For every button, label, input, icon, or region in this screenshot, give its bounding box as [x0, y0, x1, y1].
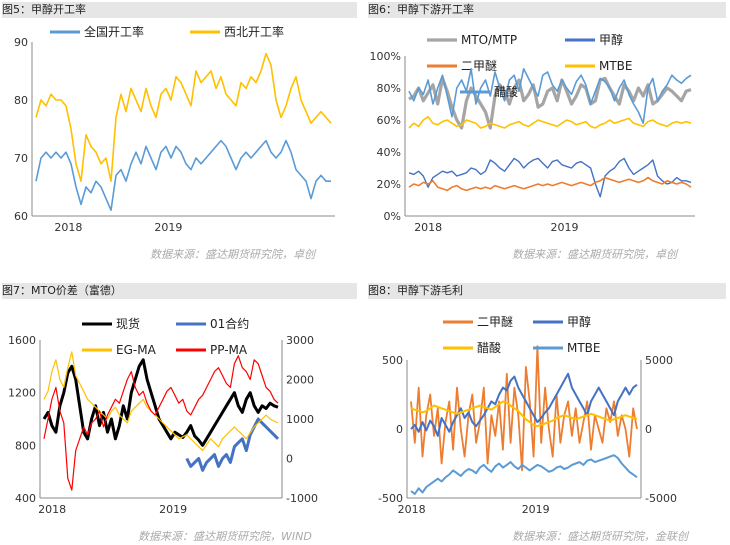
y2-tick-label: 0 [645, 423, 652, 436]
legend-label: 醋酸 [477, 340, 501, 355]
y-tick-label: 1600 [8, 334, 36, 347]
legend-label: 01合约 [210, 316, 249, 331]
series-line [410, 345, 638, 472]
x-tick-label: 2018 [414, 221, 442, 234]
series-line [43, 351, 279, 452]
caption-chart8: 图8：甲醇下游毛利 [368, 283, 726, 299]
legend-label: 全国开工率 [84, 24, 144, 39]
caption-chart7: 图7：MTO价差（富德） [2, 283, 357, 299]
y-tick-label: 400 [15, 492, 36, 505]
legend-label: 西北开工率 [224, 24, 284, 39]
y-tick-label: 100% [370, 50, 401, 63]
legend-label: 二甲醚 [477, 315, 513, 329]
series-line [35, 52, 332, 182]
y2-tick-label: -1000 [286, 492, 318, 505]
chart-plant-operating-rate: 60 70 80 90 2018 2019 全国开工率 西北开工率 [14, 24, 335, 234]
source-note-chart7: 数据来源：盛达期货研究院，WIND [138, 530, 312, 543]
y-tick-label: -500 [378, 492, 403, 505]
legend-label: 二甲醚 [461, 59, 497, 73]
series-line [408, 116, 692, 129]
series-line [408, 157, 692, 198]
legend-label: MTBE [599, 59, 633, 73]
y-tick-label: 1200 [8, 387, 36, 400]
legend-label: MTBE [567, 341, 601, 355]
series-line [410, 372, 638, 437]
source-note-chart6: 数据来源：盛达期货研究院，卓创 [512, 248, 677, 261]
y-tick-label: 20% [377, 178, 401, 191]
legend-label: 甲醇 [567, 314, 591, 329]
y-tick-label: 0% [384, 210, 401, 223]
legend-label: 醋酸 [494, 84, 518, 99]
y-tick-label: 40% [377, 146, 401, 159]
x-tick-label: 2018 [54, 221, 82, 234]
y-tick-label: 800 [15, 439, 36, 452]
legend-label: 甲醇 [599, 32, 623, 47]
y-tick-label: 90 [14, 36, 28, 49]
y-tick-label: 500 [382, 354, 403, 367]
y2-tick-label: 0 [286, 453, 293, 466]
series-line [408, 176, 692, 192]
y-tick-label: 0 [396, 423, 403, 436]
series-line [410, 400, 638, 428]
series-line [43, 355, 279, 491]
series-line [408, 68, 692, 124]
series-line [408, 76, 692, 130]
caption-chart6: 图6：甲醇下游开工率 [368, 2, 726, 18]
legend-label: EG-MA [116, 343, 157, 357]
source-note-chart5: 数据来源：盛达期货研究院，卓创 [150, 248, 315, 261]
x-tick-label: 2019 [522, 503, 550, 516]
y-tick-label: 80% [377, 82, 401, 95]
source-note-chart8: 数据来源：盛达期货研究院，金联创 [512, 530, 688, 543]
x-tick-label: 2019 [154, 221, 182, 234]
x-tick-label: 2018 [398, 503, 426, 516]
legend-label: MTO/MTP [461, 33, 517, 47]
y-tick-label: 60 [14, 210, 28, 223]
x-tick-label: 2019 [159, 503, 187, 516]
series-line [185, 417, 280, 472]
x-tick-label: 2018 [38, 503, 66, 516]
x-tick-label: 2019 [551, 221, 579, 234]
series-line [410, 454, 638, 495]
y-tick-label: 60% [377, 114, 401, 127]
legend-label: PP-MA [210, 343, 248, 357]
y2-tick-label: -5000 [645, 492, 677, 505]
legend-label: 现货 [116, 316, 140, 331]
y-tick-label: 80 [14, 94, 28, 107]
y-tick-label: 70 [14, 152, 28, 165]
caption-chart5: 图5：甲醇开工率 [2, 2, 357, 18]
series-line [35, 139, 331, 211]
y2-tick-label: 3000 [286, 334, 314, 347]
y2-tick-label: 5000 [645, 354, 673, 367]
y2-tick-label: 1000 [286, 413, 314, 426]
chart-mto-spread: 400 800 1200 1600 -1000 0 1000 2000 3000 2018 2019… [8, 316, 318, 516]
y2-tick-label: 2000 [286, 374, 314, 387]
